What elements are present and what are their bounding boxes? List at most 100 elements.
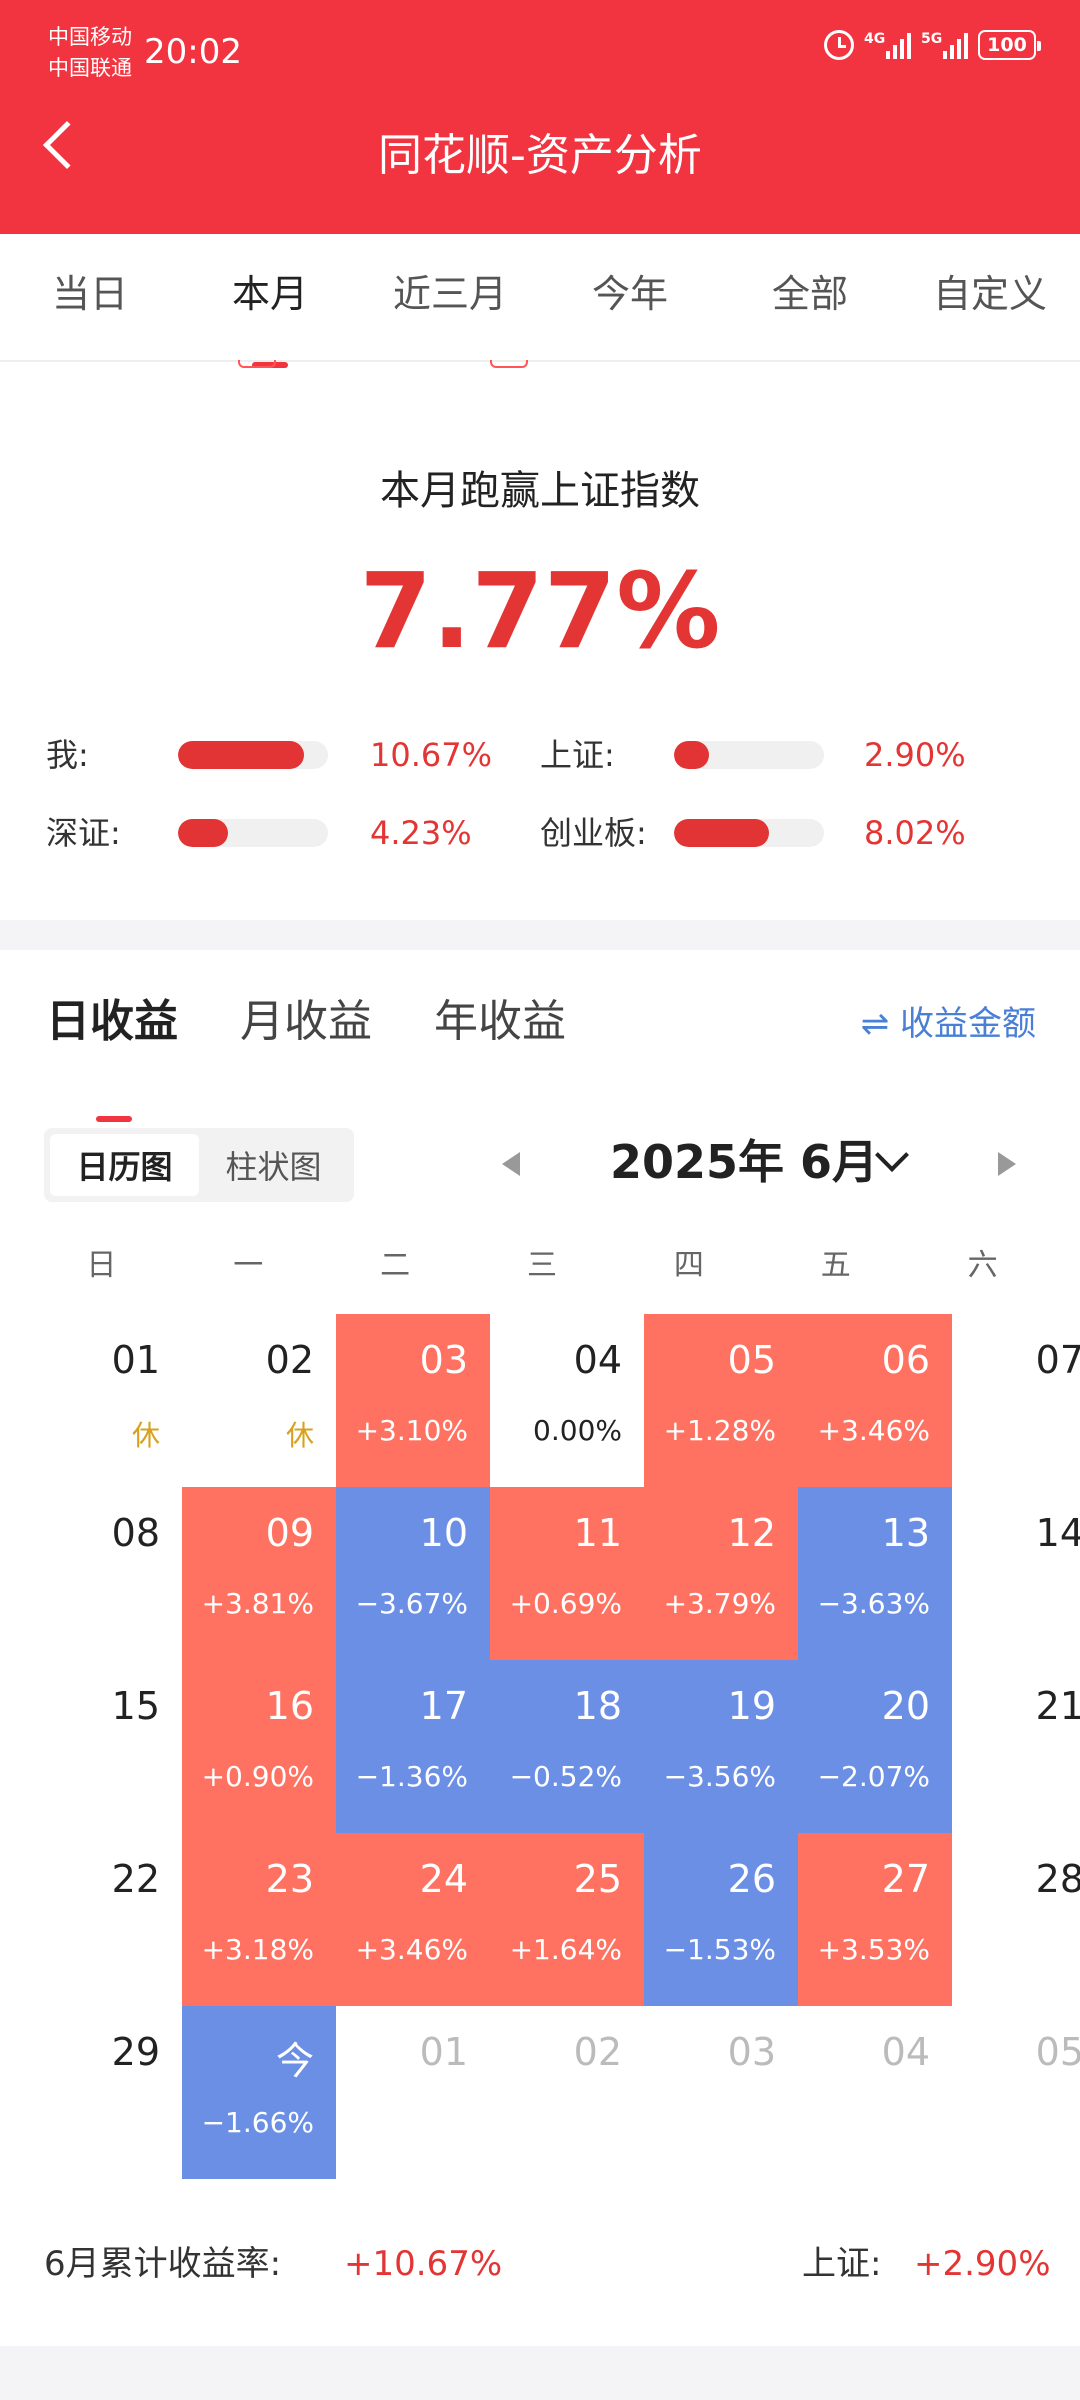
day-return: −3.63% xyxy=(817,1587,930,1620)
calendar-day-cell[interactable]: 13 −3.63% xyxy=(798,1487,952,1660)
cumulative-label: 6月累计收益率: xyxy=(44,2244,282,2284)
bar-view-button[interactable]: 柱状图 xyxy=(225,1148,322,1186)
calendar-day-cell[interactable]: 18 −0.52% xyxy=(490,1660,644,1833)
day-number: 03 xyxy=(419,1338,468,1382)
weekday-label: 日 xyxy=(86,1248,117,1283)
prev-month-icon[interactable] xyxy=(502,1152,520,1176)
compare-value-chinext: 8.02% xyxy=(864,814,966,852)
month-selector[interactable]: 2025年 6月 xyxy=(610,1135,879,1189)
calendar-day-cell[interactable]: 29 xyxy=(28,2006,182,2179)
alarm-icon xyxy=(824,30,854,60)
calendar-day-cell[interactable]: 26 −1.53% xyxy=(644,1833,798,2006)
calendar-day-cell[interactable]: 14 xyxy=(952,1487,1080,1660)
cumulative-summary: 6月累计收益率: +10.67% 上证: +2.90% xyxy=(0,2236,1080,2316)
calendar-day-cell[interactable]: 11 +0.69% xyxy=(490,1487,644,1660)
calendar-day-cell[interactable]: 20 −2.07% xyxy=(798,1660,952,1833)
calendar-day-cell[interactable]: 15 xyxy=(28,1660,182,1833)
tab-all[interactable]: 全部 xyxy=(771,272,848,316)
tab-this-year[interactable]: 今年 xyxy=(591,272,668,316)
tab-today[interactable]: 当日 xyxy=(51,272,128,316)
tab-custom[interactable]: 自定义 xyxy=(932,272,1047,316)
signal-4g-label: 4G xyxy=(864,31,886,47)
calendar-day-cell[interactable]: 01 休 xyxy=(28,1314,182,1487)
calendar-view-button[interactable]: 日历图 xyxy=(50,1134,199,1196)
battery-icon: 100 xyxy=(978,30,1041,60)
calendar-day-cell[interactable]: 23 +3.18% xyxy=(182,1833,336,2006)
day-return: −0.52% xyxy=(509,1760,622,1793)
day-return: +3.46% xyxy=(355,1933,468,1966)
amount-toggle-button[interactable]: ⇌ 收益金额 xyxy=(860,1004,1036,1044)
compare-label-szse: 深证: xyxy=(46,814,121,852)
calendar-day-cell[interactable]: 06 +3.46% xyxy=(798,1314,952,1487)
calendar-day-cell[interactable]: 03 xyxy=(644,2006,798,2179)
calendar-day-cell[interactable]: 12 +3.79% xyxy=(644,1487,798,1660)
calendar-day-cell[interactable]: 24 +3.46% xyxy=(336,1833,490,2006)
view-mode-switch: 日历图 柱状图 xyxy=(44,1128,354,1202)
calendar-day-cell[interactable]: 21 xyxy=(952,1660,1080,1833)
day-number: 20 xyxy=(881,1684,930,1728)
calendar-day-cell[interactable]: 17 −1.36% xyxy=(336,1660,490,1833)
weekday-label: 三 xyxy=(527,1248,557,1283)
day-return: +3.10% xyxy=(355,1414,468,1447)
day-number: 24 xyxy=(419,1857,468,1901)
chevron-down-icon[interactable] xyxy=(875,1138,909,1172)
calendar-day-cell[interactable]: 10 −3.67% xyxy=(336,1487,490,1660)
calendar-day-cell[interactable]: 03 +3.10% xyxy=(336,1314,490,1487)
compare-label-mine: 我: xyxy=(46,736,89,774)
system-icons: 4G 5G 100 xyxy=(824,30,1041,60)
calendar-day-cell[interactable]: 04 xyxy=(798,2006,952,2179)
day-number: 16 xyxy=(265,1684,314,1728)
calendar-day-cell[interactable]: 16 +0.90% xyxy=(182,1660,336,1833)
calendar-day-cell[interactable]: 05 xyxy=(952,2006,1080,2179)
day-number: 03 xyxy=(727,2030,776,2074)
day-number: 28 xyxy=(1035,1857,1080,1901)
calendar-day-cell[interactable]: 04 0.00% xyxy=(490,1314,644,1487)
carrier-2: 中国联通 xyxy=(48,56,132,80)
day-number: 04 xyxy=(573,1338,622,1382)
day-number: 21 xyxy=(1035,1684,1080,1728)
cumulative-value: +10.67% xyxy=(344,2244,503,2284)
calendar-day-cell[interactable]: 28 xyxy=(952,1833,1080,2006)
day-number: 02 xyxy=(573,2030,622,2074)
tab-three-months[interactable]: 近三月 xyxy=(392,272,507,316)
calendar-day-cell[interactable]: 07 xyxy=(952,1314,1080,1487)
tab-this-month[interactable]: 本月 xyxy=(180,264,360,368)
tab-monthly-return[interactable]: 月收益 xyxy=(240,996,372,1047)
calendar-day-cell[interactable]: 19 −3.56% xyxy=(644,1660,798,1833)
day-number: 13 xyxy=(881,1511,930,1555)
calendar-day-cell[interactable]: 今 −1.66% xyxy=(182,2006,336,2179)
signal-5g-icon: 5G xyxy=(921,31,968,59)
day-number: 01 xyxy=(419,2030,468,2074)
calendar-day-cell[interactable]: 27 +3.53% xyxy=(798,1833,952,2006)
calendar-day-cell[interactable]: 08 xyxy=(28,1487,182,1660)
scroll-remnant xyxy=(238,360,276,368)
calendar-day-cell[interactable]: 01 xyxy=(336,2006,490,2179)
tab-daily-return[interactable]: 日收益 xyxy=(46,992,178,1122)
calendar-day-cell[interactable]: 02 休 xyxy=(182,1314,336,1487)
calendar-day-cell[interactable]: 25 +1.64% xyxy=(490,1833,644,2006)
day-number: 04 xyxy=(881,2030,930,2074)
day-number: 23 xyxy=(265,1857,314,1901)
return-tab-bar: 日收益 月收益 年收益 ⇌ 收益金额 xyxy=(0,950,1080,1122)
return-calendar: 01 休 02 休 03 +3.10% 04 0.00% 05 +1.28% 06 +3.46% 07 0… xyxy=(0,1314,1080,2182)
calendar-day-cell[interactable]: 05 +1.28% xyxy=(644,1314,798,1487)
day-return: +3.46% xyxy=(817,1414,930,1447)
tab-yearly-return[interactable]: 年收益 xyxy=(434,996,566,1047)
day-number: 29 xyxy=(111,2030,160,2074)
calendar-day-cell[interactable]: 22 xyxy=(28,1833,182,2006)
day-return: +0.69% xyxy=(509,1587,622,1620)
next-month-icon[interactable] xyxy=(998,1152,1016,1176)
day-number: 08 xyxy=(111,1511,160,1555)
day-number: 15 xyxy=(111,1684,160,1728)
weekday-label: 一 xyxy=(233,1248,264,1283)
compare-bar-chinext xyxy=(674,819,824,847)
signal-4g-icon: 4G xyxy=(864,31,911,59)
day-return: 休 xyxy=(285,1419,314,1452)
calendar-day-cell[interactable]: 09 +3.81% xyxy=(182,1487,336,1660)
day-number: 12 xyxy=(727,1511,776,1555)
day-return: +1.64% xyxy=(509,1933,622,1966)
day-number: 05 xyxy=(727,1338,776,1382)
calendar-day-cell[interactable]: 02 xyxy=(490,2006,644,2179)
day-number: 25 xyxy=(573,1857,622,1901)
day-return: +3.81% xyxy=(201,1587,314,1620)
